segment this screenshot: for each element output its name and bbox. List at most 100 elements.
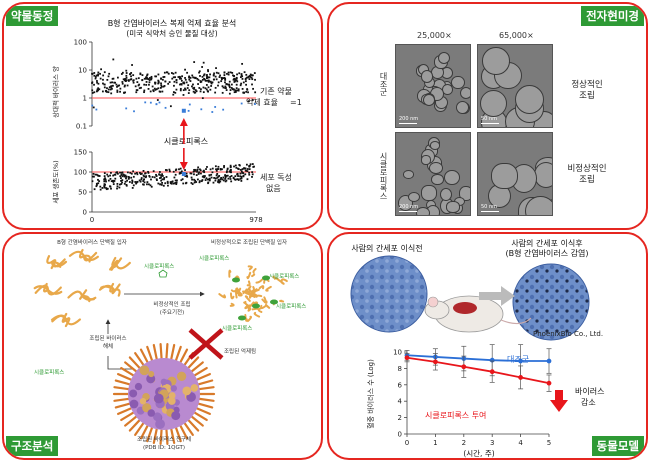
decrease-arrow-icon [550, 390, 568, 412]
protein-ribbon [46, 286, 62, 296]
top-point [96, 88, 99, 91]
top-point [237, 89, 240, 92]
top-point [164, 80, 167, 83]
aggregate-ribbon [250, 290, 257, 295]
aggregate-ribbon [230, 287, 239, 293]
top-point [124, 80, 127, 83]
bottom-point [94, 173, 97, 176]
top-point [182, 82, 185, 84]
capsid-subunit [139, 365, 150, 376]
bottom-point [242, 172, 245, 174]
bottom-point [249, 163, 252, 166]
protein-ribbon [79, 289, 88, 300]
top-point [170, 72, 173, 74]
abnormal-assembly-1: 비정상적인 조립 [153, 300, 190, 308]
bottom-point [113, 180, 116, 182]
bottom-point [112, 183, 115, 186]
top-point [167, 82, 170, 85]
bottom-point [121, 181, 123, 184]
capsid-spike [146, 426, 154, 443]
top-point [222, 86, 225, 89]
bottom-point [92, 172, 95, 175]
top-point [100, 68, 103, 71]
top-point [93, 74, 96, 77]
capsid-label-1: 조립된 바이러스 [89, 334, 126, 342]
series-point [518, 375, 523, 380]
bottom-point [211, 167, 214, 170]
top-point [132, 74, 135, 77]
bottom-point [126, 179, 129, 182]
bottom-point [150, 185, 153, 188]
top-point [123, 92, 125, 94]
top-point [203, 77, 205, 80]
bottom-y-tick-label: 100 [74, 169, 87, 177]
top-point [138, 87, 141, 90]
viral-y-tick-label: 0 [398, 431, 402, 439]
bottom-point [119, 175, 122, 178]
bottom-point [103, 175, 106, 178]
capsid-subunit [168, 392, 176, 399]
top-point [182, 89, 185, 92]
bottom-point [195, 181, 198, 183]
bottom-point [91, 175, 94, 178]
bottom-point [230, 180, 233, 183]
top-point [131, 64, 133, 66]
top-point [135, 91, 138, 94]
bottom-point [101, 187, 104, 189]
em-note-normal-2: 조립 [579, 91, 595, 101]
bottom-point [166, 180, 169, 183]
top-point-low [144, 101, 147, 104]
top-point [160, 85, 163, 88]
bottom-point [225, 171, 228, 174]
bottom-point [160, 174, 163, 177]
protein-ribbon [34, 284, 50, 294]
bottom-point [155, 175, 158, 177]
top-point [206, 79, 209, 82]
top-point [184, 77, 186, 79]
bottom-point [98, 175, 101, 177]
bottom-point [168, 168, 171, 171]
bottom-point [227, 177, 230, 180]
top-point [254, 91, 257, 94]
bottom-point [104, 177, 106, 180]
bottom-point [229, 175, 232, 178]
bottom-point [122, 173, 125, 176]
bottom-point [246, 168, 249, 170]
top-point [111, 77, 114, 80]
bottom-point [208, 179, 211, 182]
bottom-point [168, 170, 171, 173]
protein-dimer [68, 248, 99, 263]
bottom-point [196, 170, 198, 173]
top-point [180, 79, 183, 82]
bottom-point [99, 188, 102, 191]
top-point [179, 83, 181, 86]
top-y-tick-label: 0.1 [76, 123, 87, 131]
viral-ylabel: 혈중 바이러스 수 (Log) [366, 359, 375, 429]
bottom-point [240, 175, 243, 178]
capsid-particle [491, 162, 518, 190]
bottom-point [248, 165, 251, 168]
top-point [157, 73, 160, 76]
bottom-point [201, 179, 204, 181]
bottom-point [119, 171, 121, 174]
top-point [241, 62, 244, 65]
capsid-subunit [170, 385, 178, 392]
top-point [186, 71, 189, 74]
aggregate-ribbon [275, 277, 285, 285]
top-point [251, 83, 253, 86]
top-point [224, 81, 226, 84]
top-point [198, 87, 201, 89]
bottom-point [103, 185, 106, 187]
top-point [151, 85, 154, 88]
top-point [178, 77, 181, 80]
bottom-point [211, 171, 214, 174]
bottom-y-tick-label: 150 [74, 149, 87, 157]
bottom-point [251, 171, 254, 174]
bottom-point [218, 180, 221, 182]
top-point [208, 80, 210, 83]
top-point [207, 69, 209, 71]
top-point [162, 85, 165, 88]
top-point [91, 89, 94, 92]
bottom-point [232, 176, 235, 179]
em-image-control-25k: 200 nm [395, 44, 471, 128]
